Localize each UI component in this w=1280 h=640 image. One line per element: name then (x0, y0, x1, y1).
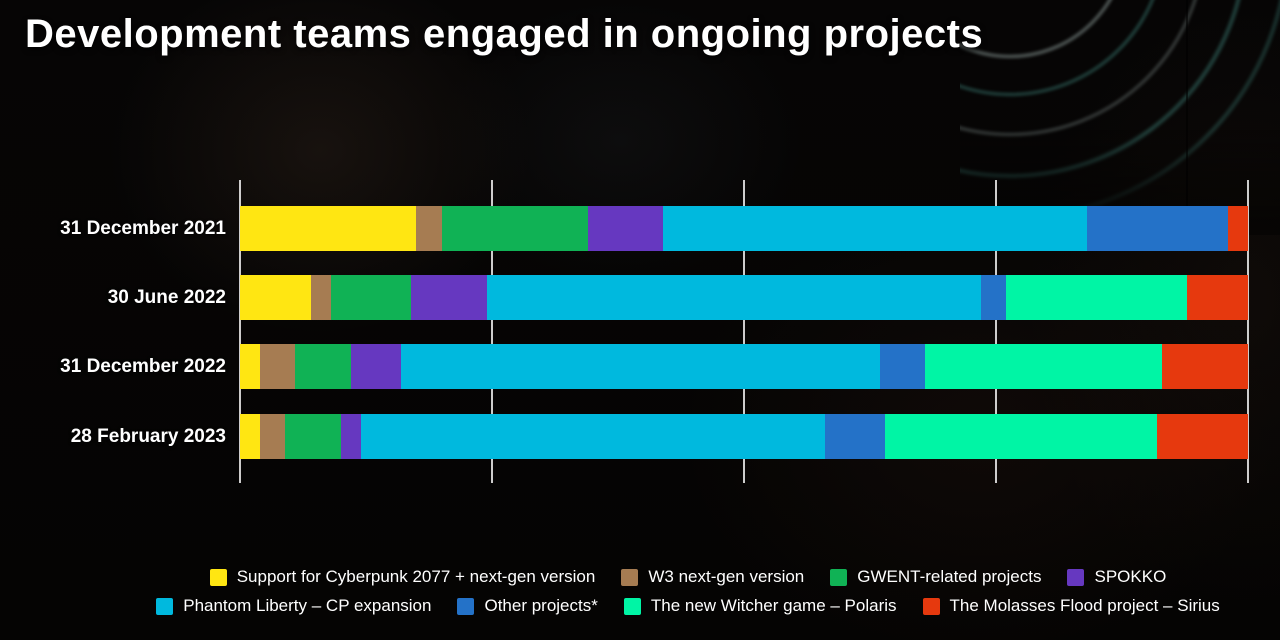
bar-segment (260, 344, 296, 389)
legend-swatch-icon (1067, 568, 1085, 586)
bar-segment (360, 414, 825, 459)
bar-segment (663, 206, 1087, 251)
bar-segment (295, 344, 351, 389)
legend-label: W3 next-gen version (648, 567, 805, 586)
bar-segment (824, 414, 886, 459)
bar-segment (240, 414, 261, 459)
legend-label: Other projects* (484, 596, 598, 615)
bar-segment (240, 206, 417, 251)
gridline-100 (1247, 180, 1249, 483)
bar-segment (330, 275, 412, 320)
legend-row-2: Phantom Liberty – CP expansion Other proj… (156, 596, 1220, 616)
bar-segment (587, 206, 664, 251)
legend-swatch-icon (621, 568, 639, 586)
bar-segment (340, 414, 361, 459)
bar-segment (401, 344, 881, 389)
bar-segment (885, 414, 1158, 459)
row-label-2: 30 June 2022 (107, 286, 226, 308)
bar-segment (1006, 275, 1188, 320)
bar-segment (310, 275, 331, 320)
bar-segment (441, 206, 588, 251)
legend-item: Phantom Liberty – CP expansion (156, 596, 431, 616)
bar-segment (260, 414, 286, 459)
legend-item: GWENT-related projects (830, 567, 1041, 587)
bar-segment (1227, 206, 1248, 251)
bar-segment (486, 275, 981, 320)
legend-item: W3 next-gen version (621, 567, 804, 587)
bar-segment (240, 344, 261, 389)
bar-segment (1086, 206, 1228, 251)
bar-segment (980, 275, 1007, 320)
gridline-50 (743, 180, 745, 483)
bar-row-1 (240, 206, 1248, 251)
category-axis-labels: 31 December 2021 30 June 2022 31 December … (0, 180, 232, 483)
bar-row-4 (240, 414, 1248, 459)
legend-swatch-icon (830, 568, 848, 586)
bar-segment (880, 344, 926, 389)
legend-swatch-icon (156, 597, 174, 615)
bar-segment (240, 275, 311, 320)
legend-label: The Molasses Flood project – Sirius (949, 596, 1220, 615)
bar-row-2 (240, 275, 1248, 320)
row-label-3: 31 December 2022 (60, 355, 226, 377)
page-title: Development teams engaged in ongoing pro… (25, 12, 984, 56)
legend-item: The new Witcher game – Polaris (623, 596, 897, 616)
legend-item: SPOKKO (1067, 567, 1166, 587)
chart (239, 180, 1249, 483)
bar-segment (1157, 414, 1248, 459)
legend-swatch-icon (457, 597, 475, 615)
background-panel-edge (1186, 0, 1188, 230)
bar-row-3 (240, 344, 1248, 389)
legend-swatch-icon (922, 597, 940, 615)
legend-item: Other projects* (457, 596, 598, 616)
row-label-1: 31 December 2021 (60, 217, 226, 239)
bar-segment (285, 414, 341, 459)
bar-segment (411, 275, 487, 320)
neon-arcs-decoration (960, 0, 1280, 235)
gridline-75 (995, 180, 997, 483)
arc-fade-overlay (960, 0, 1280, 235)
legend-swatch-icon (623, 597, 641, 615)
bar-segment (925, 344, 1163, 389)
legend-label: GWENT-related projects (857, 567, 1042, 586)
row-label-4: 28 February 2023 (70, 425, 226, 447)
gridline-0 (239, 180, 241, 483)
legend-label: Phantom Liberty – CP expansion (183, 596, 432, 615)
legend-item: The Molasses Flood project – Sirius (922, 596, 1220, 616)
legend-swatch-icon (209, 568, 227, 586)
bar-segment (350, 344, 402, 389)
legend-label: Support for Cyberpunk 2077 + next-gen ve… (236, 567, 596, 586)
legend-label: The new Witcher game – Polaris (650, 596, 897, 615)
legend: Support for Cyberpunk 2077 + next-gen ve… (96, 567, 1280, 616)
bar-segment (416, 206, 442, 251)
gridline-25 (491, 180, 493, 483)
legend-row-1: Support for Cyberpunk 2077 + next-gen ve… (209, 567, 1166, 587)
legend-label: SPOKKO (1094, 567, 1167, 586)
bar-segment (1187, 275, 1248, 320)
bar-segment (1162, 344, 1248, 389)
legend-item: Support for Cyberpunk 2077 + next-gen ve… (209, 567, 596, 587)
